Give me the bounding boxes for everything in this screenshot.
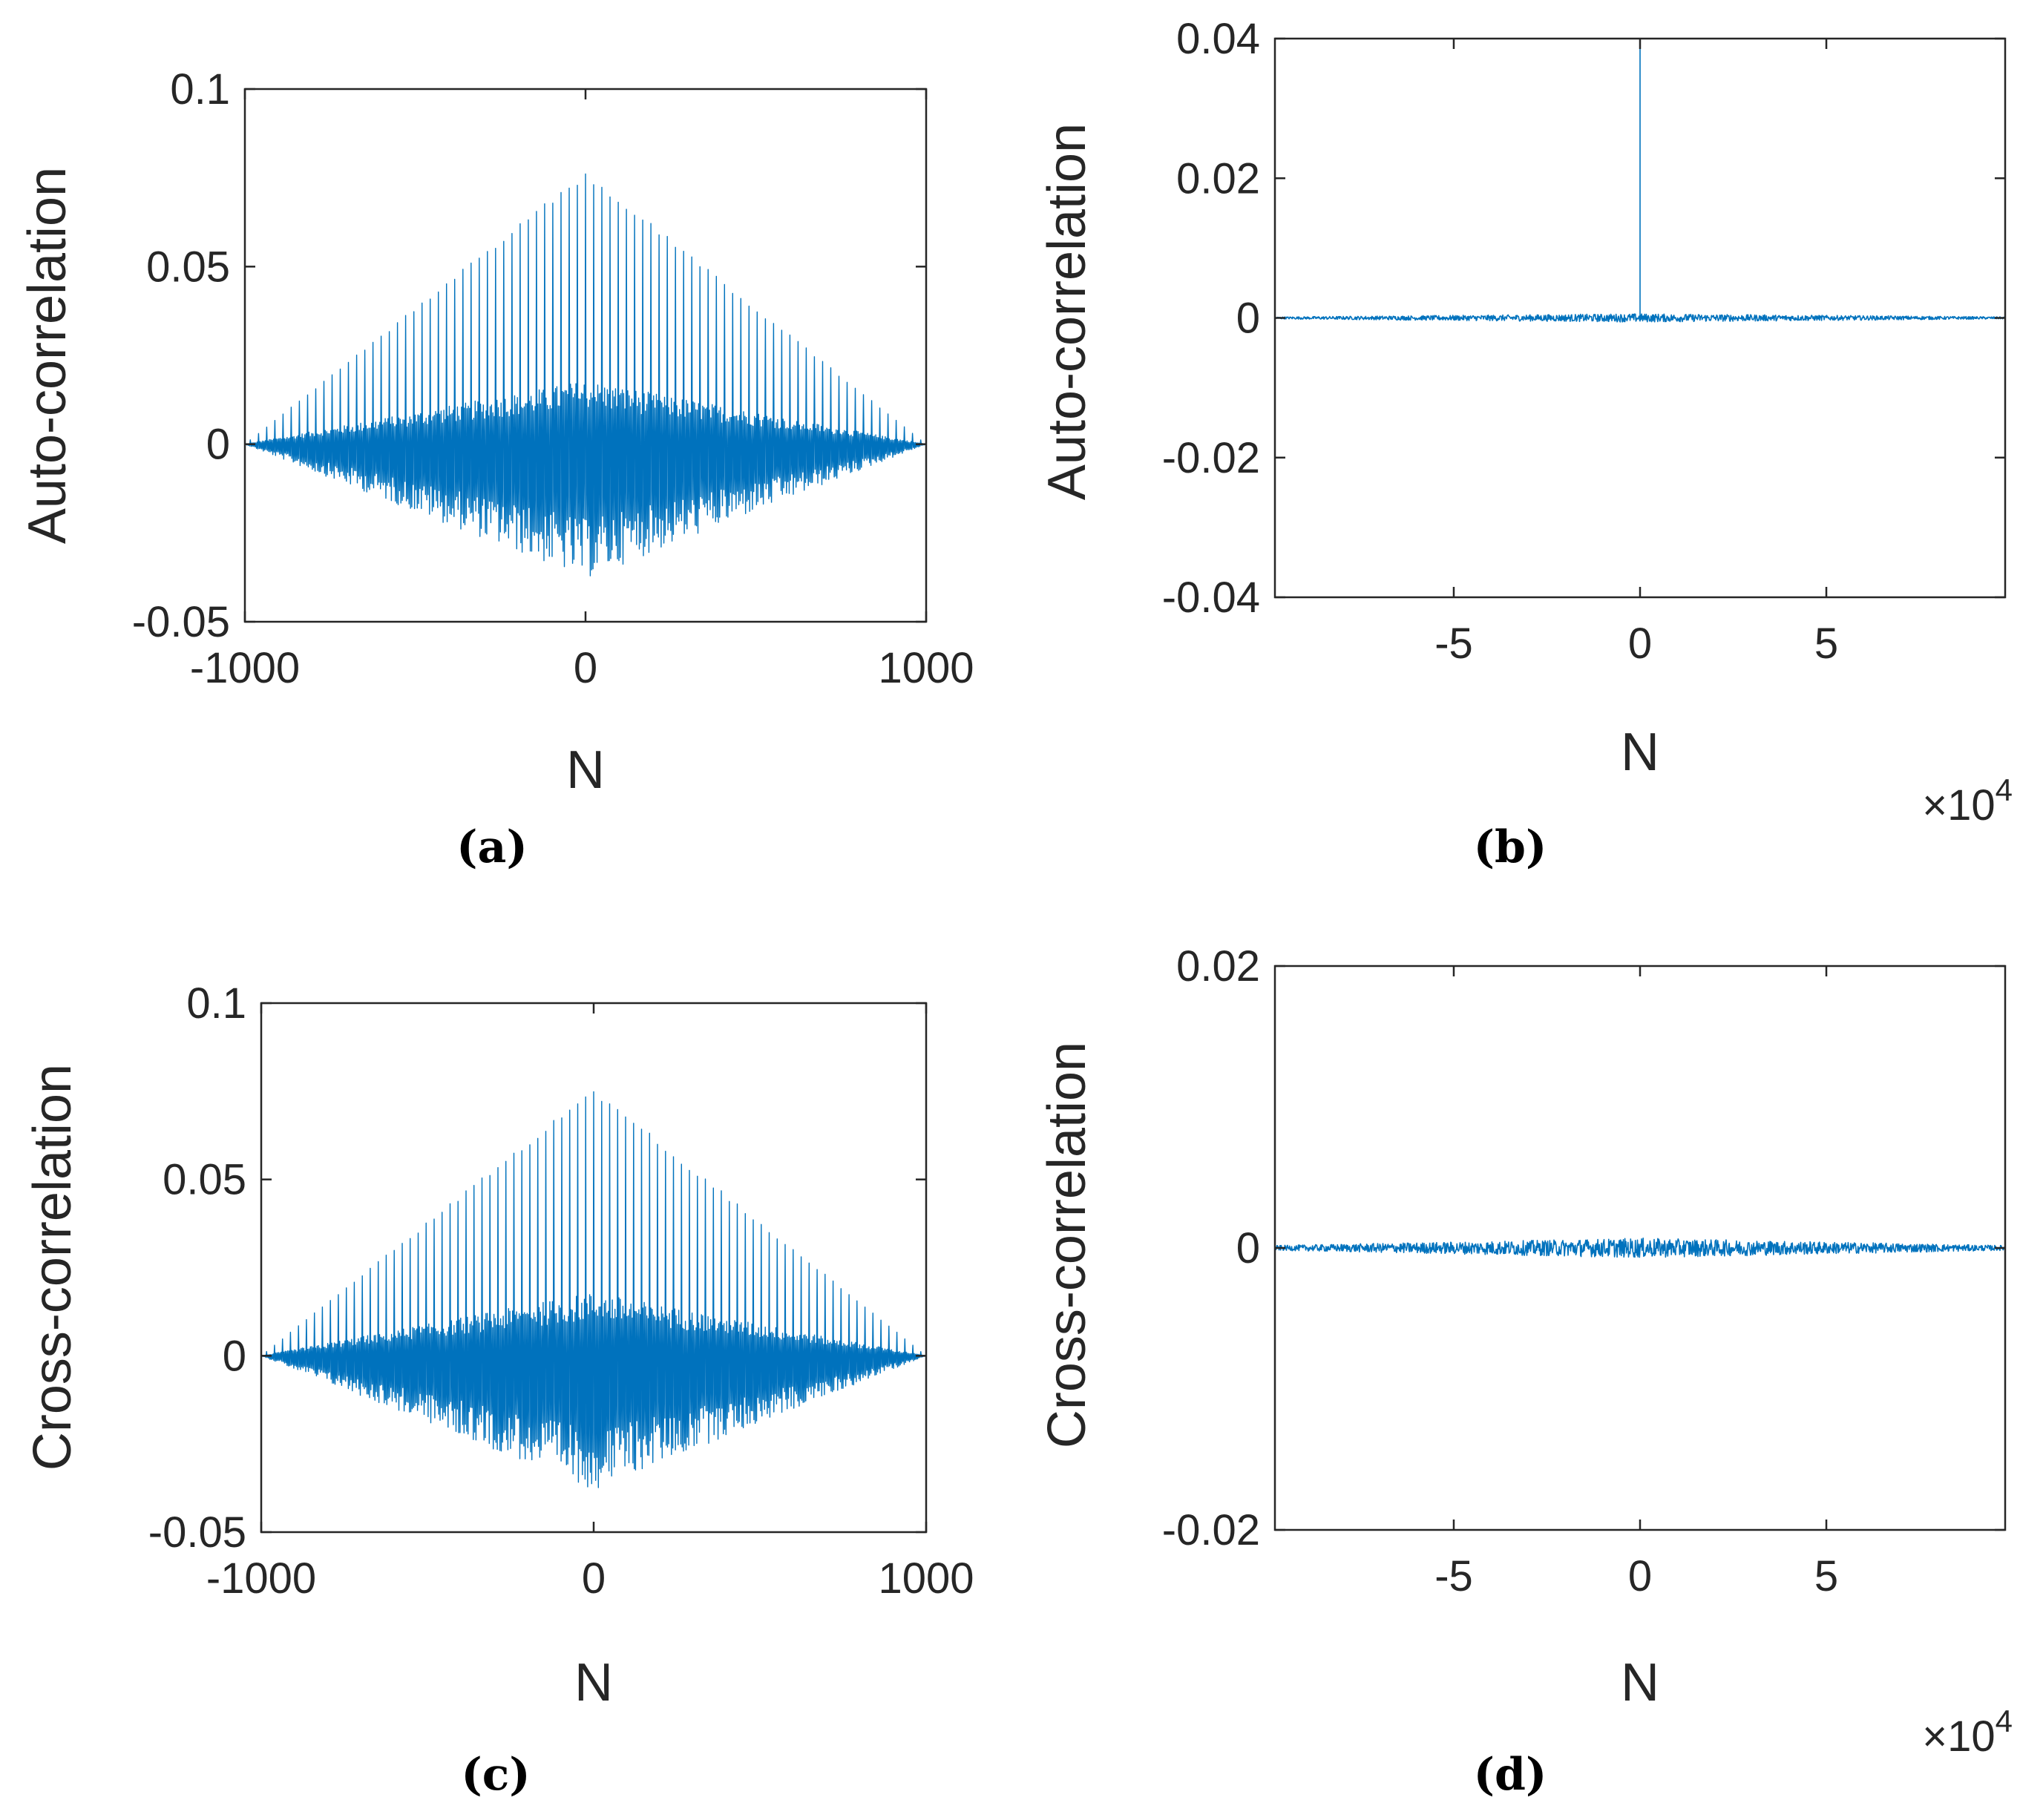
- y-tick-label-d-1: 0: [1236, 1224, 1260, 1272]
- panel-b: -5 0 5 -0.04 -0.02 0 0.02 0.04 Auto-correlation…: [1037, 15, 2013, 873]
- x-axis-label-c: N: [574, 1653, 613, 1712]
- y-axis-label-d: Cross-correlation: [1037, 1042, 1097, 1448]
- y-tick-label-c-0: -0.05: [148, 1508, 246, 1557]
- x-tick-label-a-1: 0: [574, 644, 597, 692]
- x-tick-label-c-1: 0: [582, 1554, 606, 1603]
- x-tick-label-b-0: -5: [1434, 620, 1473, 668]
- y-tick-label-b-2: 0: [1236, 295, 1260, 343]
- x-tick-label-d-0: -5: [1434, 1552, 1473, 1600]
- x-exponent-power-b: 4: [1996, 772, 2013, 807]
- y-tick-label-b-0: -0.04: [1162, 574, 1260, 622]
- y-tick-label-b-3: 0.02: [1176, 154, 1260, 203]
- x-axis-label-d: N: [1621, 1653, 1659, 1712]
- y-tick-label-d-2: 0.02: [1176, 942, 1260, 991]
- y-tick-label-a-3: 0.1: [170, 65, 230, 114]
- y-axis-label-a: Auto-correlation: [18, 167, 77, 544]
- ticks-b: -5 0 5 -0.04 -0.02 0 0.02 0.04: [1162, 15, 2005, 668]
- y-tick-label-a-2: 0.05: [146, 243, 230, 291]
- x-axis-label-a: N: [566, 740, 605, 800]
- plot-area-d: [1274, 1238, 2006, 1258]
- x-axis-label-b: N: [1621, 723, 1659, 782]
- x-tick-label-c-2: 1000: [878, 1554, 974, 1603]
- plot-area-c: [260, 1091, 927, 1488]
- panel-a: -1000 0 1000 -0.05 0 0.05 0.1 Auto-correlation…: [18, 65, 974, 873]
- y-tick-label-c-1: 0: [223, 1332, 246, 1380]
- y-tick-label-c-2: 0.05: [163, 1156, 246, 1204]
- ticks-c: -1000 0 1000 -0.05 0 0.05 0.1: [148, 979, 974, 1603]
- x-exponent-power-d: 4: [1996, 1704, 2013, 1738]
- plot-area-a: [244, 173, 927, 576]
- x-tick-label-a-2: 1000: [878, 644, 974, 692]
- series-line-c: [260, 1091, 927, 1488]
- y-axis-label-b: Auto-correlation: [1037, 123, 1097, 500]
- y-axis-label-c: Cross-correlation: [23, 1064, 82, 1471]
- x-tick-label-a-0: -1000: [190, 644, 300, 692]
- caption-d: (d): [1474, 1749, 1547, 1801]
- y-tick-label-a-1: 0: [206, 421, 230, 469]
- x-exponent-b: ×104: [1922, 772, 2013, 829]
- x-tick-label-d-2: 5: [1814, 1552, 1838, 1600]
- x-tick-label-b-2: 5: [1814, 620, 1838, 668]
- caption-c: (c): [461, 1749, 530, 1801]
- x-exponent-base-b: ×10: [1922, 781, 1995, 829]
- x-exponent-base-d: ×10: [1922, 1712, 1995, 1761]
- y-tick-label-c-3: 0.1: [186, 979, 246, 1028]
- series-line-b: [1274, 39, 2006, 323]
- caption-b: (b): [1474, 821, 1547, 873]
- y-tick-label-b-4: 0.04: [1176, 15, 1260, 63]
- caption-a: (a): [456, 821, 528, 873]
- y-tick-label-a-0: -0.05: [132, 598, 230, 646]
- series-line-a: [244, 173, 927, 576]
- ticks-a: -1000 0 1000 -0.05 0 0.05 0.1: [132, 65, 974, 692]
- y-tick-label-d-0: -0.02: [1162, 1506, 1260, 1554]
- x-tick-label-d-1: 0: [1628, 1552, 1652, 1600]
- y-tick-label-b-1: -0.02: [1162, 434, 1260, 482]
- series-line-d: [1274, 1238, 2006, 1258]
- panel-c: -1000 0 1000 -0.05 0 0.05 0.1 Cross-correlatio…: [23, 979, 974, 1801]
- plot-area-b: [1274, 39, 2006, 323]
- x-tick-label-b-1: 0: [1628, 620, 1652, 668]
- ticks-d: -5 0 5 -0.02 0 0.02: [1162, 942, 2005, 1600]
- x-tick-label-c-0: -1000: [206, 1554, 316, 1603]
- x-exponent-d: ×104: [1922, 1704, 2013, 1761]
